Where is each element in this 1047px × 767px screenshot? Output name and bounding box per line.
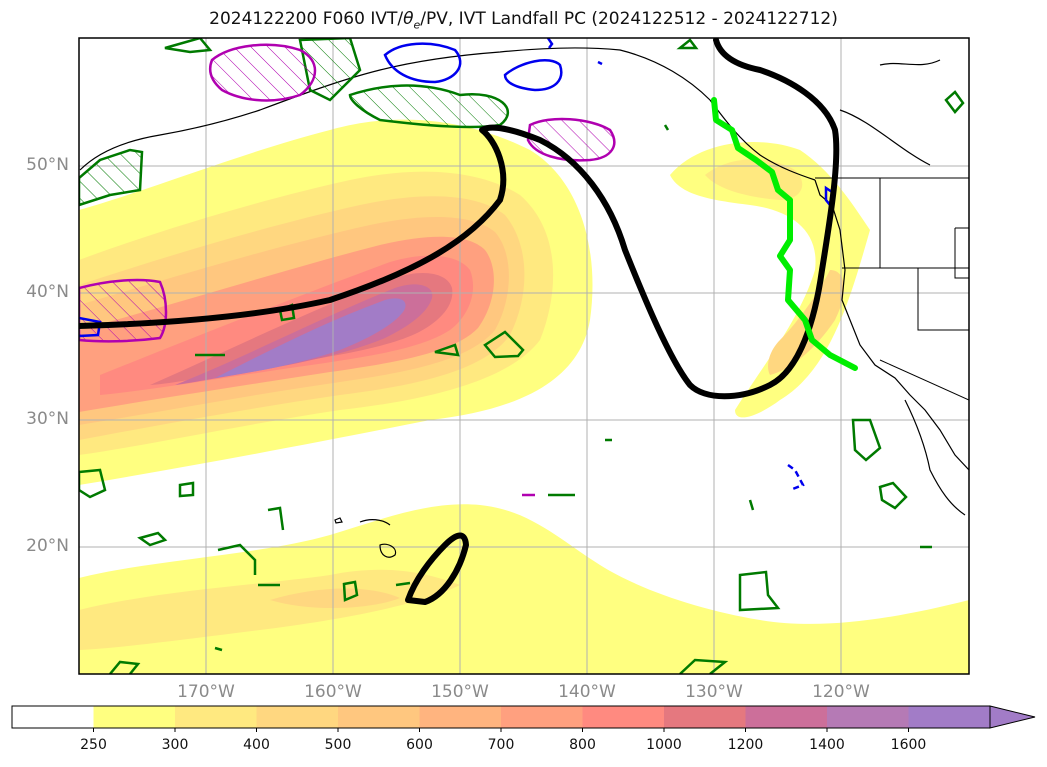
coastlines bbox=[79, 47, 969, 558]
colorbar-segment bbox=[93, 706, 176, 728]
lon-label-160w: 160°W bbox=[304, 682, 362, 702]
lon-label-120w: 120°W bbox=[812, 682, 870, 702]
colorbar bbox=[11, 705, 1036, 732]
lat-label-50: 50°N bbox=[26, 155, 69, 175]
colorbar-segment bbox=[419, 706, 502, 728]
theta-e-contour bbox=[79, 38, 840, 605]
colorbar-segment bbox=[338, 706, 420, 728]
pv-contours-green bbox=[79, 38, 965, 674]
colorbar-tick-label: 250 bbox=[80, 737, 107, 753]
lon-label-150w: 150°W bbox=[431, 682, 489, 702]
lat-label-30: 30°N bbox=[26, 409, 69, 429]
colorbar-tick-label: 500 bbox=[324, 737, 352, 753]
colorbar-tick-label: 600 bbox=[406, 737, 433, 753]
colorbar-tick-label: 1200 bbox=[727, 737, 764, 753]
map-plot-area bbox=[79, 38, 969, 674]
colorbar-segment bbox=[582, 706, 665, 728]
colorbar-tick-label: 1000 bbox=[646, 737, 682, 753]
colorbar-segment bbox=[908, 706, 991, 728]
colorbar-segment bbox=[827, 706, 909, 728]
map-frame bbox=[78, 37, 970, 675]
lon-label-140w: 140°W bbox=[558, 682, 616, 702]
lat-label-20: 20°N bbox=[26, 536, 69, 556]
colorbar-tick-label: 700 bbox=[487, 737, 515, 753]
landfall-line bbox=[711, 97, 858, 371]
lon-label-170w: 170°W bbox=[177, 682, 235, 702]
colorbar-segment bbox=[501, 706, 583, 728]
lon-label-130w: 130°W bbox=[685, 682, 743, 702]
colorbar-tick-label: 1600 bbox=[890, 737, 927, 753]
colorbar-segment bbox=[745, 706, 828, 728]
political-borders bbox=[815, 177, 969, 401]
colorbar-extend-arrow bbox=[989, 705, 1036, 729]
figure-title: 2024122200 F060 IVT/θe/PV, IVT Landfall … bbox=[209, 9, 838, 32]
colorbar-segment bbox=[664, 706, 746, 728]
colorbar-segment bbox=[12, 706, 94, 728]
colorbar-tick-label: 400 bbox=[243, 737, 270, 753]
colorbar-tick-label: 300 bbox=[161, 737, 189, 753]
colorbar-tick-label: 800 bbox=[569, 737, 596, 753]
colorbar-tick-label: 1400 bbox=[809, 737, 845, 753]
lat-label-40: 40°N bbox=[26, 282, 69, 302]
colorbar-segment bbox=[256, 706, 339, 728]
colorbar-segment bbox=[175, 706, 257, 728]
